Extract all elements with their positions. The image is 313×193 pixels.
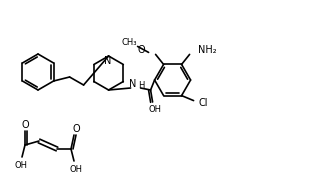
Text: NH₂: NH₂ — [198, 45, 216, 55]
Text: H: H — [139, 81, 145, 91]
Text: N: N — [129, 79, 136, 89]
Text: Cl: Cl — [199, 98, 208, 108]
Text: N: N — [104, 56, 111, 66]
Text: OH: OH — [14, 161, 28, 169]
Text: OH: OH — [69, 164, 83, 174]
Text: CH₃: CH₃ — [122, 38, 137, 47]
Text: O: O — [72, 124, 80, 134]
Text: O: O — [21, 120, 29, 130]
Text: O: O — [138, 45, 146, 55]
Text: OH: OH — [148, 104, 161, 113]
